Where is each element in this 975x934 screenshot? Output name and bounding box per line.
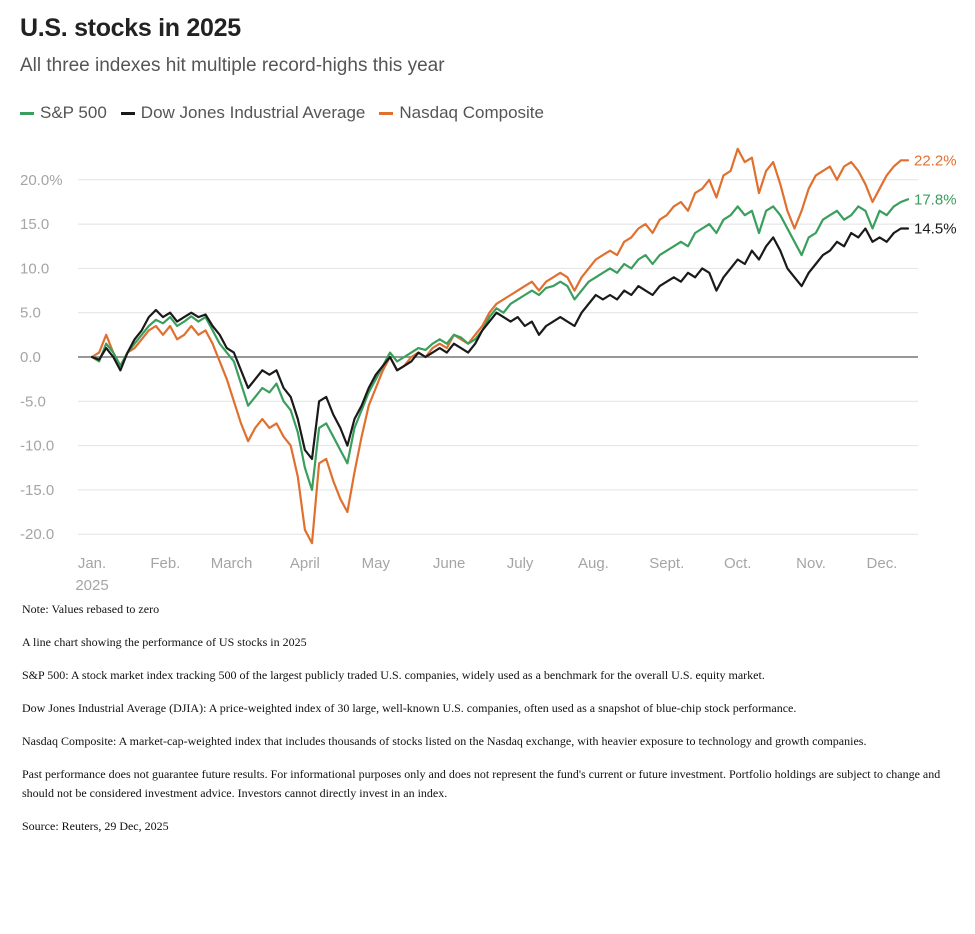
x-tick-year-label: 2025 xyxy=(75,577,108,594)
y-tick-label: 0.0 xyxy=(20,349,41,366)
legend-swatch-nasdaq xyxy=(379,111,394,115)
y-tick-label: -5.0 xyxy=(20,393,46,410)
chart-title: U.S. stocks in 2025 xyxy=(20,14,241,42)
x-tick-label: Oct. xyxy=(724,555,752,572)
x-tick-label: March xyxy=(211,555,253,572)
series-line-nasdaq xyxy=(90,147,910,545)
legend-label-nasdaq: Nasdaq Composite xyxy=(399,103,544,122)
lines-layer xyxy=(90,147,910,545)
x-tick-label: Feb. xyxy=(150,555,180,572)
legend: S&P 500 Dow Jones Industrial Average Nas… xyxy=(20,103,558,123)
labels-layer: 20.0% 15.0 10.0 5.0 0.0 -5.0 -10.0 -15.0 -20.0 Ja… xyxy=(20,152,957,594)
chart-subtitle: All three indexes hit multiple record-hi… xyxy=(20,55,445,76)
series-line-dow xyxy=(90,227,910,460)
legend-item-nasdaq: Nasdaq Composite xyxy=(379,103,544,123)
x-tick-label: May xyxy=(362,555,391,572)
y-tick-label: -10.0 xyxy=(20,438,54,455)
grid-layer xyxy=(78,179,918,535)
legend-label-sp500: S&P 500 xyxy=(40,103,107,122)
note-dow: Dow Jones Industrial Average (DJIA): A p… xyxy=(22,701,797,715)
y-tick-label: 5.0 xyxy=(20,305,41,322)
note-description: A line chart showing the performance of … xyxy=(22,635,307,649)
x-tick-label: June xyxy=(433,555,466,572)
x-tick-label: July xyxy=(507,555,534,572)
note-source: Source: Reuters, 29 Dec, 2025 xyxy=(22,819,169,833)
notes-section: Note: Values rebased to zero A line char… xyxy=(22,600,967,850)
legend-swatch-sp500 xyxy=(20,111,34,115)
note-nasdaq: Nasdaq Composite: A market-cap-weighted … xyxy=(22,734,867,748)
note-sp500: S&P 500: A stock market index tracking 5… xyxy=(22,668,765,682)
x-tick-label: April xyxy=(290,555,320,572)
note-rebased: Note: Values rebased to zero xyxy=(22,602,160,616)
x-tick-label: Sept. xyxy=(649,555,684,572)
note-disclaimer: Past performance does not guarantee futu… xyxy=(22,767,941,800)
legend-label-dow: Dow Jones Industrial Average xyxy=(140,103,366,122)
x-tick-label: Aug. xyxy=(578,555,609,572)
x-tick-label: Nov. xyxy=(796,555,826,572)
end-label-dow: 14.5% xyxy=(914,221,957,238)
y-tick-label: -20.0 xyxy=(20,526,54,543)
legend-item-dow: Dow Jones Industrial Average xyxy=(120,103,366,123)
y-tick-label: 15.0 xyxy=(20,216,49,233)
x-tick-label: Dec. xyxy=(867,555,898,572)
legend-item-sp500: S&P 500 xyxy=(20,103,107,123)
end-label-nasdaq: 22.2% xyxy=(914,152,957,169)
x-tick-label: Jan. xyxy=(78,555,106,572)
end-label-sp500: 17.8% xyxy=(914,191,957,208)
legend-swatch-dow xyxy=(120,111,135,115)
series-line-sp500 xyxy=(90,198,910,491)
y-tick-label: 20.0% xyxy=(20,172,63,189)
line-chart: 20.0% 15.0 10.0 5.0 0.0 -5.0 -10.0 -15.0 -20.0 Ja… xyxy=(20,147,957,594)
y-tick-label: 10.0 xyxy=(20,260,49,277)
y-tick-label: -15.0 xyxy=(20,482,54,499)
